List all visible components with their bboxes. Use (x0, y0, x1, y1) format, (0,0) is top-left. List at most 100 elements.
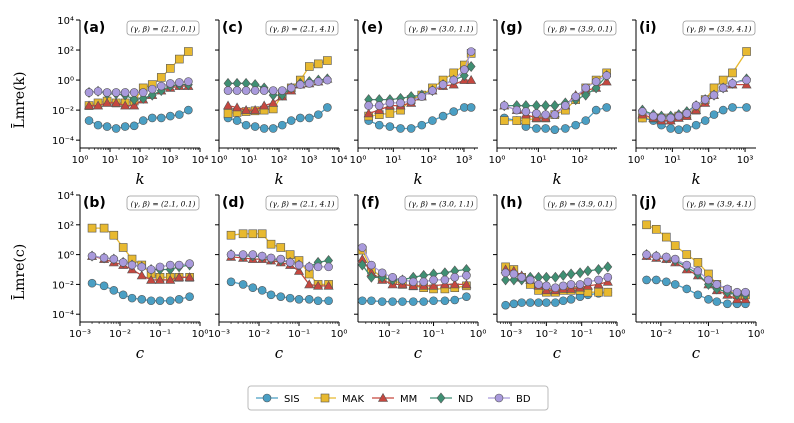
data-point (241, 104, 252, 114)
annotation-box (265, 195, 339, 211)
data-point (682, 124, 692, 133)
data-point (174, 260, 184, 270)
data-point (277, 120, 287, 130)
annotation-box (543, 195, 617, 211)
series-nd (223, 73, 332, 101)
data-point (118, 290, 128, 300)
data-point (532, 124, 541, 133)
data-point (266, 290, 276, 300)
data-point (541, 110, 550, 119)
data-point (146, 265, 156, 274)
annotation-box (543, 20, 617, 36)
data-point (285, 293, 295, 303)
data-point (146, 274, 157, 284)
data-point (156, 81, 166, 91)
x-tick-label: 10² (420, 155, 437, 166)
data-point (175, 110, 184, 119)
data-point (174, 272, 185, 282)
legend: SIS MAK MM ND BD (247, 385, 549, 411)
data-point (561, 124, 570, 133)
data-point (84, 116, 94, 125)
data-point (534, 298, 543, 307)
data-point (741, 287, 750, 297)
data-point (93, 100, 104, 110)
data-point (449, 75, 458, 85)
data-point (276, 243, 286, 252)
data-point (704, 275, 713, 285)
data-point (666, 113, 675, 123)
legend-item-mak: MAK (314, 393, 364, 405)
data-point (241, 86, 251, 95)
data-point (99, 281, 109, 291)
data-point (388, 272, 397, 282)
data-point (532, 109, 541, 118)
data-point (723, 299, 732, 309)
data-point (499, 101, 509, 110)
data-point (109, 286, 119, 295)
data-point (521, 107, 531, 116)
data-point (268, 124, 278, 133)
data-point (314, 59, 323, 69)
data-point (666, 124, 675, 133)
data-point (449, 279, 460, 289)
x-tick-label: 10³ (456, 155, 473, 166)
data-point (175, 78, 184, 87)
data-point (525, 275, 535, 285)
data-point (305, 62, 314, 71)
data-point (377, 268, 387, 278)
series-nd (501, 261, 613, 286)
data-point (146, 296, 156, 306)
data-point (566, 295, 576, 304)
data-point (429, 296, 438, 306)
x-tick-label: 10⁻³ (208, 329, 230, 340)
panel-label: (d) (222, 195, 245, 211)
data-point (111, 97, 122, 107)
data-point (166, 111, 175, 121)
data-point (185, 292, 194, 301)
data-point (304, 295, 314, 304)
data-point (257, 229, 267, 239)
data-point (367, 260, 376, 270)
data-point (127, 260, 137, 270)
panel-label: (f) (361, 195, 380, 211)
data-point (223, 109, 233, 118)
annotation-text: (γ, β) = (3.0, 1.1) (409, 25, 474, 34)
x-tick-label: 10⁴ (192, 155, 209, 166)
legend-item-mm: MM (372, 392, 417, 405)
data-point (728, 79, 737, 88)
data-point (165, 296, 175, 306)
x-tick-label: 10⁰ (489, 155, 506, 166)
x-tick-label: 10¹ (664, 155, 681, 166)
legend-item-sis: SIS (256, 393, 300, 405)
data-point (266, 239, 276, 249)
data-point (712, 280, 722, 289)
data-point (276, 254, 286, 264)
panel-label: (a) (83, 20, 105, 36)
data-point (184, 272, 195, 282)
data-point (661, 252, 671, 262)
x-tick-label: 10⁰ (211, 155, 228, 166)
series-bd (223, 75, 332, 95)
data-point (591, 77, 601, 86)
data-point (591, 82, 601, 94)
x-tick-label: 10³ (162, 155, 179, 166)
data-point (419, 297, 428, 306)
data-point (550, 271, 560, 283)
x-tick-label: 10⁰ (748, 329, 765, 340)
panel-g: 10⁰ 10¹ 10² k (g) (γ, β) = (3.9, 0.1) (489, 19, 617, 188)
y-axis-label-top: L̄mre(k) (10, 72, 28, 129)
data-point (374, 120, 384, 130)
data-point (583, 277, 593, 287)
data-point (728, 68, 737, 78)
data-point (257, 251, 267, 261)
data-point (259, 124, 269, 133)
panel-f: 10⁻² 10⁻¹ 10⁰ c (f) (γ, β) = (3.0, 1.1) (354, 194, 486, 362)
data-point (294, 295, 304, 304)
data-point (408, 277, 418, 287)
data-point (742, 103, 751, 112)
panel-e: 10⁰ 10¹ 10² 10³ k (e) (γ, β) = (3.0, 1.1) (350, 19, 478, 188)
data-point (450, 272, 460, 282)
data-point (358, 296, 367, 306)
data-point (166, 79, 175, 88)
x-tick-label: 10¹ (241, 155, 258, 166)
